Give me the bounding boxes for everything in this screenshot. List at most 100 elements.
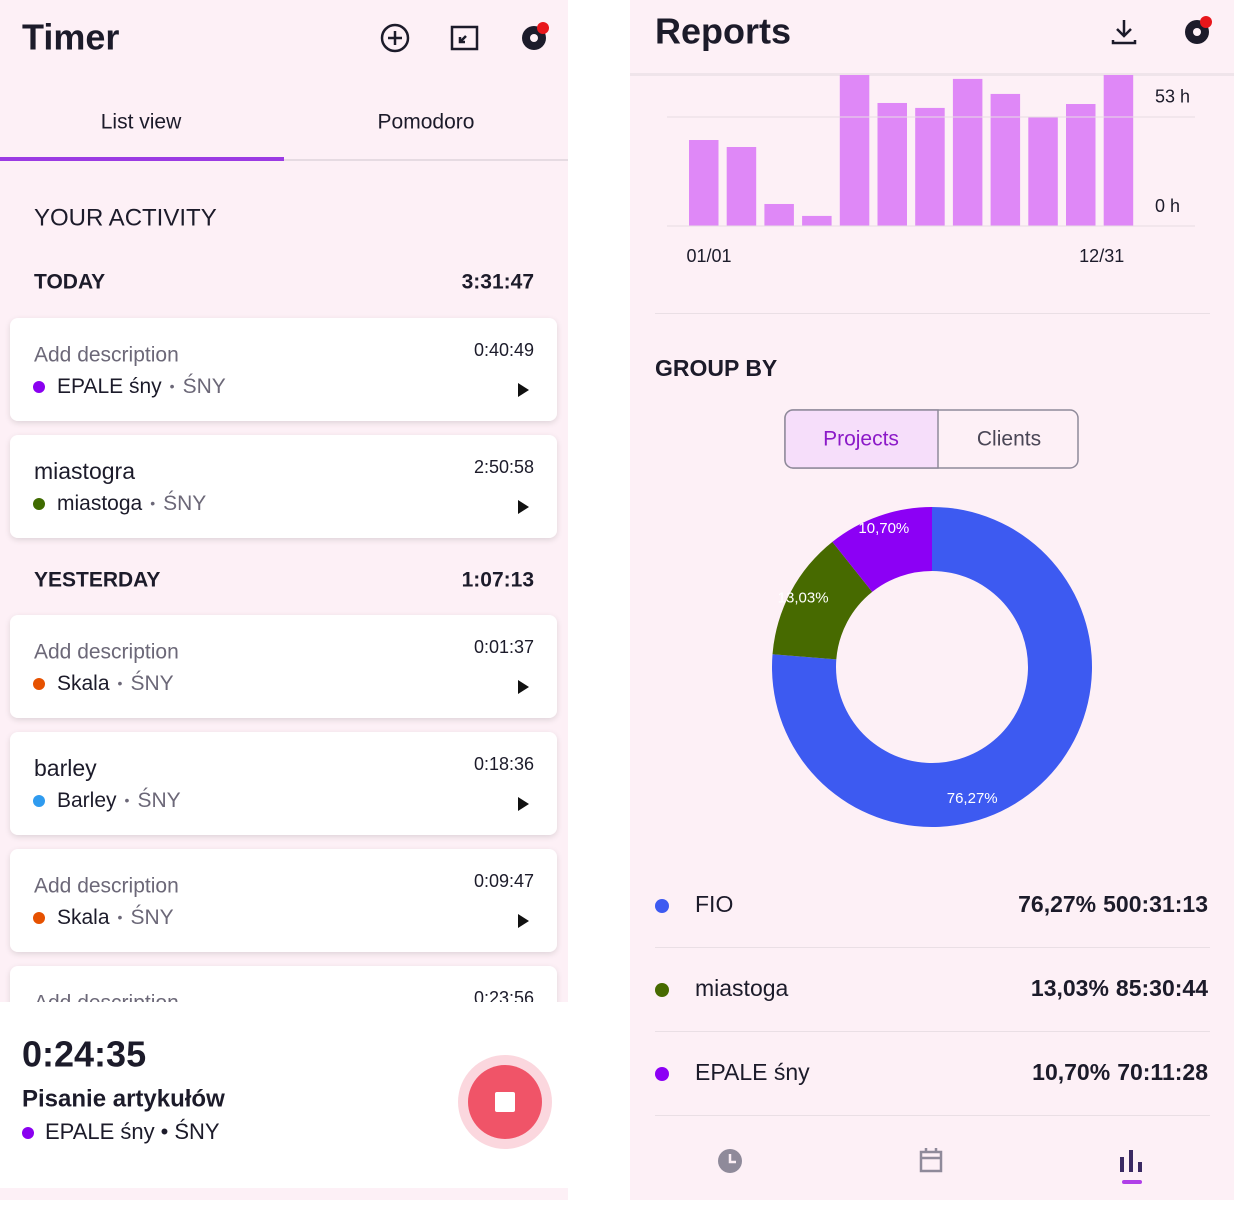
project-line: miastoga • ŚNY: [57, 491, 206, 515]
slice-label: 10,70%: [858, 520, 909, 537]
header-edge: [630, 73, 1234, 76]
duration: 0:09:47: [474, 871, 534, 891]
tab[interactable]: Pomodoro: [378, 111, 475, 134]
running-project: EPALE śny • ŚNY: [45, 1119, 220, 1144]
bar: [802, 215, 832, 226]
nav-calendar[interactable]: [919, 1148, 943, 1173]
project: EPALE śny: [45, 1119, 155, 1144]
legend-percent: 10,70%: [1032, 1059, 1110, 1085]
day-label: YESTERDAY: [34, 569, 160, 592]
bar: [1066, 104, 1096, 226]
project-dot: [33, 678, 45, 690]
card: [10, 435, 557, 538]
client: ŚNY: [137, 788, 180, 812]
project-dot: [33, 795, 45, 807]
segment[interactable]: Projects: [823, 428, 899, 451]
legend-duration: 500:31:13: [1103, 891, 1208, 917]
description: Add description: [34, 344, 179, 367]
project-line: Skala • ŚNY: [57, 905, 174, 929]
card: [10, 615, 557, 718]
client: ŚNY: [163, 491, 206, 515]
day-total: 3:31:47: [462, 271, 534, 294]
bar: [689, 140, 719, 226]
tab-indicator: [0, 157, 284, 161]
bar: [990, 93, 1021, 226]
legend-dot: [655, 983, 669, 997]
settings-icon[interactable]: [522, 22, 549, 50]
client: ŚNY: [183, 374, 226, 398]
pie-slice: [832, 507, 932, 592]
project-dot: [22, 1127, 34, 1139]
legend-dot: [655, 1067, 669, 1081]
running-time: 0:24:35: [22, 1034, 146, 1075]
x-tick-label: 12/31: [1079, 246, 1124, 266]
card: [10, 318, 557, 421]
segment-selected: [784, 409, 939, 469]
description: barley: [34, 755, 97, 781]
legend-name: miastoga: [695, 975, 789, 1001]
project-dot: [33, 381, 45, 393]
card: [10, 849, 557, 952]
stop-icon: [495, 1092, 515, 1112]
description: miastogra: [34, 458, 135, 484]
bar: [726, 147, 757, 226]
legend-divider: [655, 947, 1210, 948]
download-icon[interactable]: [1111, 20, 1137, 45]
duration: 0:40:49: [474, 340, 534, 360]
duration: 0:18:36: [474, 754, 534, 774]
y-tick-label: 0 h: [1155, 196, 1180, 216]
project-line: EPALE śny • ŚNY: [57, 374, 226, 398]
group-by: GROUP BY: [655, 355, 777, 381]
separator: •: [161, 1119, 169, 1144]
bar: [1028, 116, 1058, 226]
section: YOUR ACTIVITY: [34, 204, 217, 231]
day-total: 1:07:13: [462, 569, 534, 592]
slice-label: 13,03%: [778, 589, 829, 606]
duration: 0:01:37: [474, 637, 534, 657]
legend-values: 76,27% 500:31:13: [1018, 891, 1208, 917]
play-button[interactable]: [518, 500, 529, 514]
separator: •: [170, 378, 175, 394]
slice-label: 76,27%: [947, 790, 998, 807]
bar: [1103, 75, 1134, 227]
y-tick-label: 53 h: [1155, 87, 1190, 107]
legend-name: FIO: [695, 891, 733, 917]
nav-timer[interactable]: [718, 1149, 742, 1173]
legend-values: 10,70% 70:11:28: [1032, 1059, 1208, 1085]
bar: [952, 78, 983, 227]
legend-duration: 85:30:44: [1116, 975, 1208, 1001]
legend-divider: [655, 1115, 1210, 1116]
x-tick-label: 01/01: [686, 246, 731, 266]
project: Skala: [57, 906, 110, 929]
card: [10, 732, 557, 835]
separator: •: [125, 792, 130, 808]
play-button[interactable]: [518, 914, 529, 928]
separator: •: [118, 675, 123, 691]
legend-values: 13,03% 85:30:44: [1031, 975, 1208, 1001]
legend-divider: [655, 1031, 1210, 1032]
legend-name: EPALE śny: [695, 1059, 810, 1085]
play-button[interactable]: [518, 797, 529, 811]
tab[interactable]: List view: [101, 111, 182, 134]
legend-duration: 70:11:28: [1117, 1059, 1208, 1085]
settings-icon[interactable]: [1185, 16, 1212, 44]
segment[interactable]: Clients: [977, 428, 1041, 451]
project: Barley: [57, 789, 117, 812]
add-icon[interactable]: [380, 23, 410, 53]
play-button[interactable]: [518, 680, 529, 694]
separator: •: [118, 909, 123, 925]
divider: [655, 313, 1210, 314]
nav-reports[interactable]: [1120, 1150, 1142, 1184]
pie-slice: [772, 541, 873, 660]
mode-icon[interactable]: [450, 25, 479, 51]
project-line: Barley • ŚNY: [57, 788, 181, 812]
project: Skala: [57, 672, 110, 695]
bar-chart: [689, 75, 1134, 227]
title: Timer: [22, 17, 119, 58]
project: miastoga: [57, 492, 143, 515]
client: ŚNY: [130, 905, 173, 929]
play-button[interactable]: [518, 383, 529, 397]
legend-percent: 13,03%: [1031, 975, 1109, 1001]
client: ŚNY: [174, 1119, 220, 1144]
bar: [915, 107, 945, 226]
